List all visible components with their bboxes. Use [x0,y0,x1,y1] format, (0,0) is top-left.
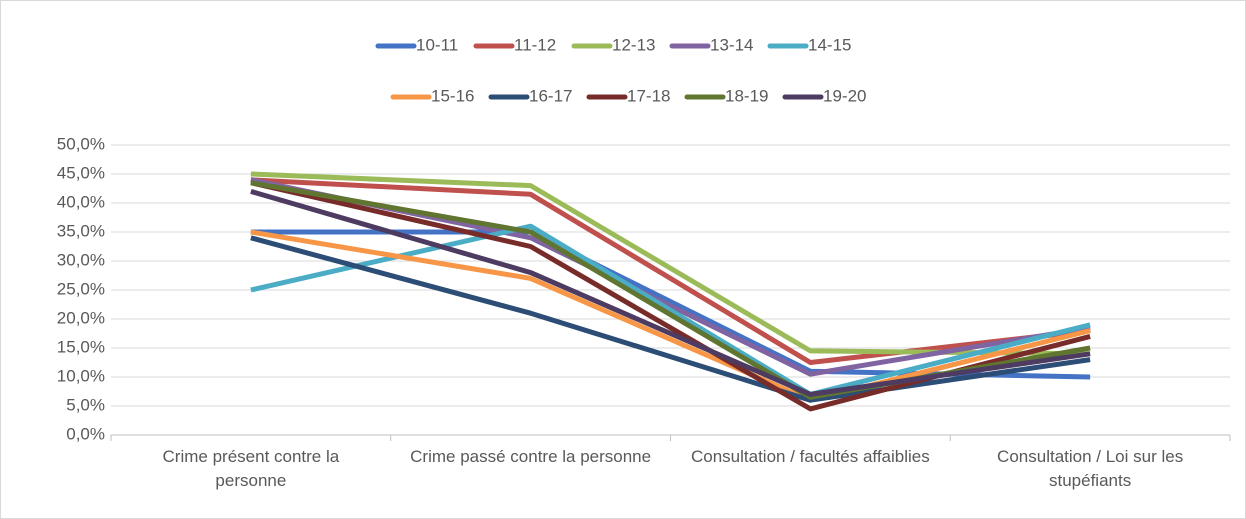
y-tick-label: 35,0% [57,221,105,240]
x-tick-label: Crime présent contre la personne [162,447,340,490]
legend-label: 17-18 [627,86,670,105]
legend-label: 15-16 [431,86,474,105]
legend-label: 10-11 [416,35,458,54]
x-tick-label: Consultation / Loi sur les stupéfiants [997,447,1184,490]
x-tick-label: Consultation / facultés affaiblies [690,447,930,466]
y-tick-label: 30,0% [57,250,105,269]
x-label-box: Crime présent contre la personne [162,447,340,490]
legend-label: 12-13 [612,35,655,54]
legend-label: 16-17 [529,86,572,105]
series-line [250,229,1091,403]
series-line [250,223,1091,397]
series-line [250,188,1091,397]
legend-label: 13-14 [710,35,753,54]
y-tick-label: 10,0% [57,366,105,385]
y-tick-label: 25,0% [57,279,105,298]
x-label-box: Consultation / facultés affaiblies [690,447,930,466]
series-line [250,235,1091,403]
y-tick-label: 5,0% [66,395,105,414]
y-tick-label: 15,0% [57,337,105,356]
legend-label: 11-12 [514,35,556,54]
x-tick-label: Crime passé contre la personne [410,447,652,466]
legend-label: 18-19 [725,86,768,105]
y-tick-label: 40,0% [57,192,105,211]
legend-label: 14-15 [808,35,851,54]
x-label-box: Consultation / Loi sur les stupéfiants [997,447,1184,490]
x-label-box: Crime passé contre la personne [410,447,652,466]
legend-label: 19-20 [823,86,866,105]
y-tick-label: 20,0% [57,308,105,327]
series-line [250,177,1091,365]
y-tick-label: 50,0% [57,134,105,153]
y-tick-label: 45,0% [57,163,105,182]
y-tick-label: 0,0% [66,424,105,443]
